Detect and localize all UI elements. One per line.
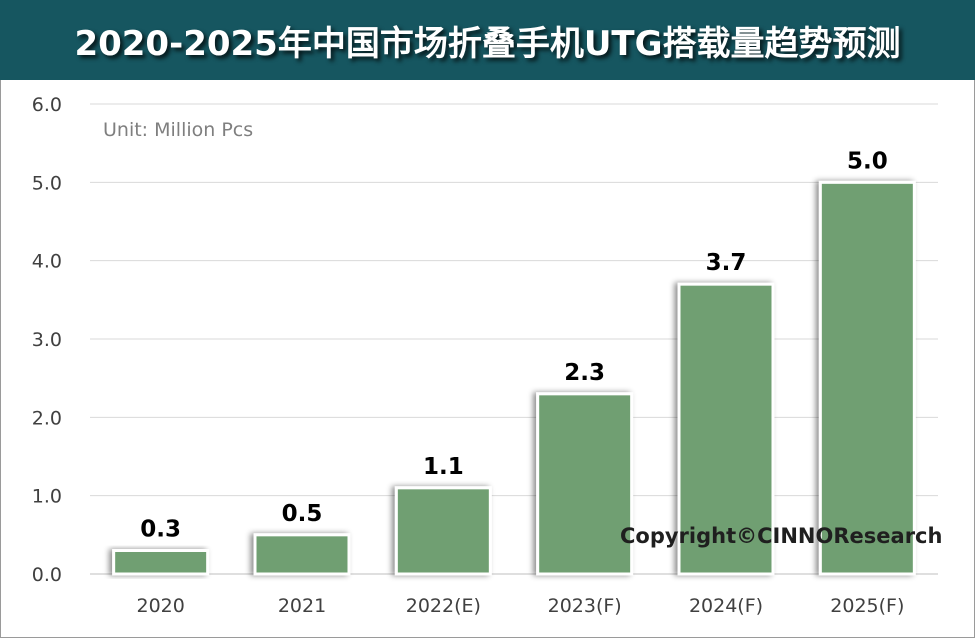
data-label: 1.1: [423, 454, 464, 480]
bar: [818, 180, 916, 576]
bar: [112, 549, 210, 576]
unit-label: Unit: Million Pcs: [103, 119, 254, 141]
y-tick-label: 4.0: [32, 251, 62, 273]
y-tick-label: 2.0: [32, 407, 62, 429]
x-tick-label: 2022(E): [406, 595, 481, 617]
data-label: 3.7: [706, 250, 747, 276]
y-tick-label: 6.0: [32, 94, 62, 116]
bar: [253, 533, 351, 576]
x-tick-label: 2024(F): [689, 595, 763, 617]
y-tick-label: 1.0: [32, 486, 62, 508]
y-tick-label: 3.0: [32, 329, 62, 351]
copyright-watermark: Copyright©CINNOResearch: [620, 524, 943, 548]
data-label: 5.0: [847, 148, 888, 174]
x-tick-label: 2021: [278, 595, 326, 617]
y-tick-label: 5.0: [32, 172, 62, 194]
bar: [677, 282, 775, 576]
data-label: 0.3: [140, 517, 181, 543]
y-tick-label: 0.0: [32, 564, 62, 586]
bar: [394, 486, 492, 576]
bar: [536, 392, 634, 576]
x-tick-label: 2025(F): [830, 595, 904, 617]
data-label: 2.3: [564, 360, 605, 386]
x-tick-label: 2020: [136, 595, 184, 617]
chart-title: 2020-2025年中国市场折叠手机UTG搭载量趋势预测: [74, 23, 901, 64]
x-tick-label: 2023(F): [548, 595, 622, 617]
title-bar: 2020-2025年中国市场折叠手机UTG搭载量趋势预测: [0, 0, 975, 80]
data-label: 0.5: [282, 501, 323, 527]
